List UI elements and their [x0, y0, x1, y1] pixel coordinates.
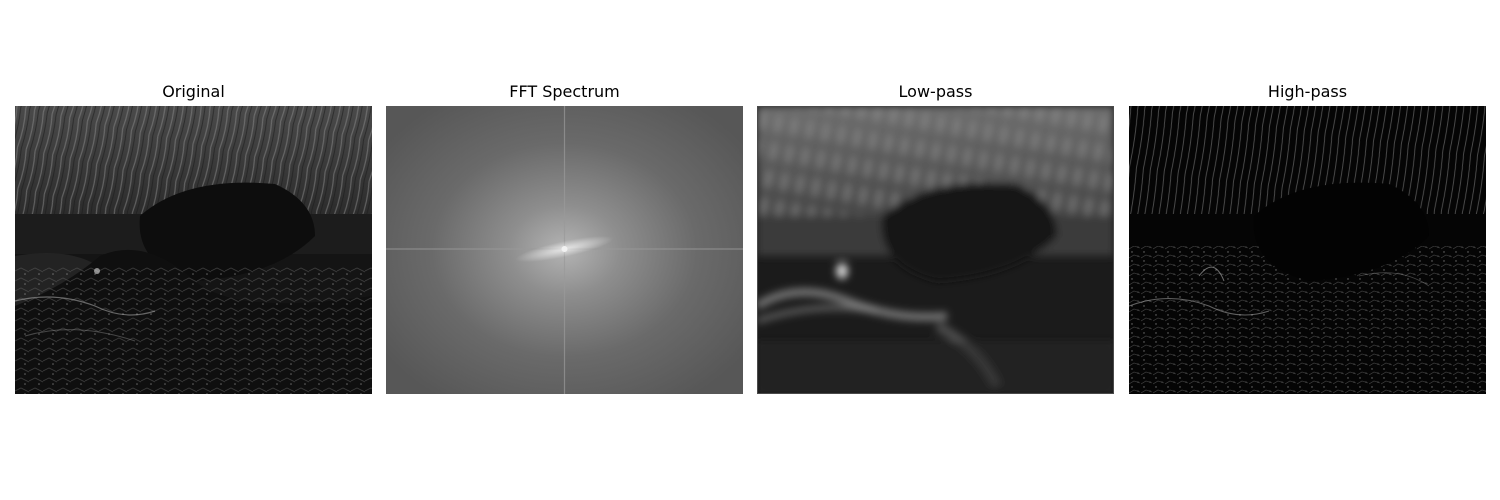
panel-title-lowpass: Low-pass: [898, 82, 973, 101]
fft-spectrum-image: [386, 106, 743, 394]
highpass-image: [1129, 106, 1486, 394]
panel-title-highpass: High-pass: [1267, 82, 1348, 101]
lowpass-image: [757, 106, 1114, 394]
panel-title-fft: FFT Spectrum: [509, 82, 620, 101]
panel-lowpass: Low-pass: [757, 80, 1114, 394]
panel-highpass: High-pass: [1129, 80, 1486, 394]
original-image: [15, 106, 372, 394]
panel-fft: FFT Spectrum: [386, 80, 743, 394]
panel-title-original: Original: [162, 82, 225, 101]
panel-original: Original: [15, 80, 372, 394]
